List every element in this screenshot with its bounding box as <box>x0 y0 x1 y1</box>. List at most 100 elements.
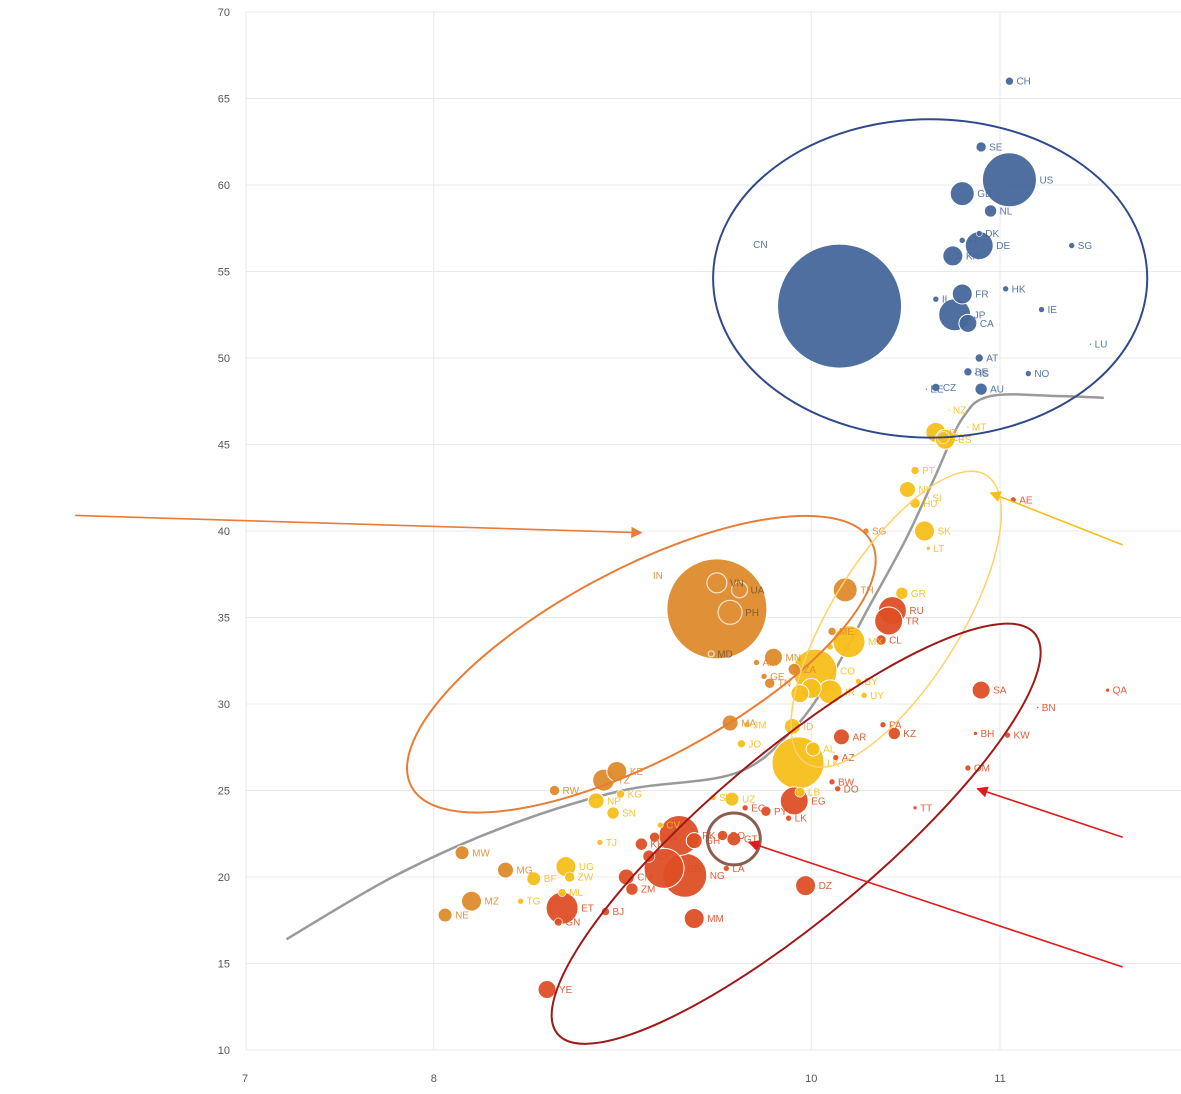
axis-tick-labels: 10 15 20 25 30 35 40 45 50 55 60 65 70 7 8 10 11 <box>218 7 1006 1085</box>
highlight-ellipse <box>790 470 1003 768</box>
highlight-ellipse <box>550 622 1042 1045</box>
point-label: CN <box>753 240 767 251</box>
highlight-ellipse <box>712 118 1149 439</box>
point-nl <box>984 204 997 218</box>
point-tg <box>517 897 524 905</box>
y-tick-label: 30 <box>218 699 230 711</box>
point-label: BJ <box>613 907 625 918</box>
point-label: NZ <box>953 405 966 416</box>
point-label: SA <box>993 686 1007 697</box>
point-label: GN <box>565 917 580 928</box>
point-label: ZA <box>803 665 816 676</box>
point-gr <box>895 586 909 600</box>
point-si <box>926 496 930 500</box>
point-label: AT <box>986 354 998 365</box>
point-th <box>832 577 858 603</box>
point-ca <box>958 313 978 333</box>
point-tr <box>874 606 904 636</box>
point-label: LB <box>808 788 821 799</box>
point-no <box>1025 370 1032 377</box>
y-tick-label: 60 <box>218 180 230 192</box>
point-sk <box>914 520 935 542</box>
point-label: PA <box>889 720 902 731</box>
point-zm <box>625 882 639 896</box>
point-label: JO <box>748 739 761 750</box>
point-label: IL <box>942 295 951 306</box>
point-label: LU <box>1095 340 1108 351</box>
point-label: FI <box>968 236 977 247</box>
y-tick-label: 15 <box>218 959 230 971</box>
point-label: EE <box>930 385 944 396</box>
point-fi <box>958 237 966 244</box>
point-label: NG <box>710 871 725 882</box>
point-al <box>805 741 821 757</box>
point-label: BY <box>864 677 878 688</box>
y-tick-label: 20 <box>218 872 230 884</box>
point-ph <box>717 599 743 625</box>
point-label: LT <box>933 544 944 555</box>
point-label: PT <box>922 466 935 477</box>
point-label: CH <box>1016 77 1030 88</box>
point-label: CV <box>666 821 680 832</box>
annotation-arrow <box>75 514 643 539</box>
point-ar <box>832 728 850 746</box>
point-label: MW <box>472 848 490 859</box>
point-label: PY <box>774 807 788 818</box>
annotation-arrow <box>976 786 1123 838</box>
point-label: MG <box>516 866 532 877</box>
point-kh <box>635 837 648 851</box>
point-hk <box>1002 285 1009 293</box>
point-label: VN <box>730 578 744 589</box>
point-label: MT <box>972 423 986 434</box>
point-label: MX <box>868 637 883 648</box>
point-label: LK <box>795 814 808 825</box>
point-label: SG <box>872 527 887 538</box>
point-label: MD <box>717 649 733 660</box>
point-dk <box>975 230 983 237</box>
point-hu <box>909 498 921 509</box>
point-label: RU <box>909 606 923 617</box>
point-label: ME <box>839 627 854 638</box>
x-tick-label: 7 <box>242 1073 248 1085</box>
point-label: ML <box>569 888 583 899</box>
point-label: SI <box>932 494 941 505</box>
point-tn <box>764 677 776 689</box>
point-be <box>963 367 973 377</box>
point-sn <box>606 806 620 820</box>
point-label: NE <box>455 911 469 922</box>
point-au <box>974 382 988 396</box>
y-tick-label: 40 <box>218 526 230 538</box>
point-ye <box>537 979 557 999</box>
point-pa <box>879 721 887 729</box>
point-label: KW <box>1014 731 1031 742</box>
point-label: YE <box>559 985 573 996</box>
point-label: SK <box>938 527 952 538</box>
point-mm <box>683 908 705 930</box>
point-label: DZ <box>819 881 832 892</box>
point-label: ET <box>581 904 594 915</box>
point-label: BW <box>838 777 855 788</box>
point-sa <box>971 680 991 700</box>
point-at <box>974 353 984 363</box>
point-label: JM <box>753 720 766 731</box>
x-tick-label: 10 <box>805 1073 817 1085</box>
point-il <box>932 295 940 303</box>
point-hn <box>649 831 660 843</box>
point-gh <box>685 832 703 850</box>
point-label: SE <box>989 142 1003 153</box>
point-mn <box>764 647 783 667</box>
point-label: AZ <box>842 753 855 764</box>
point-cn <box>777 243 903 369</box>
point-gb <box>949 181 975 207</box>
y-tick-label: 70 <box>218 7 230 19</box>
point-am <box>753 659 760 666</box>
point-label: MM <box>707 914 724 925</box>
point-label: BF <box>544 874 557 885</box>
point-bo <box>717 830 728 841</box>
point-mt <box>966 425 970 429</box>
point-om <box>964 764 972 772</box>
point-pt <box>910 466 920 475</box>
point-mg <box>496 861 514 879</box>
point-cl <box>875 634 887 646</box>
